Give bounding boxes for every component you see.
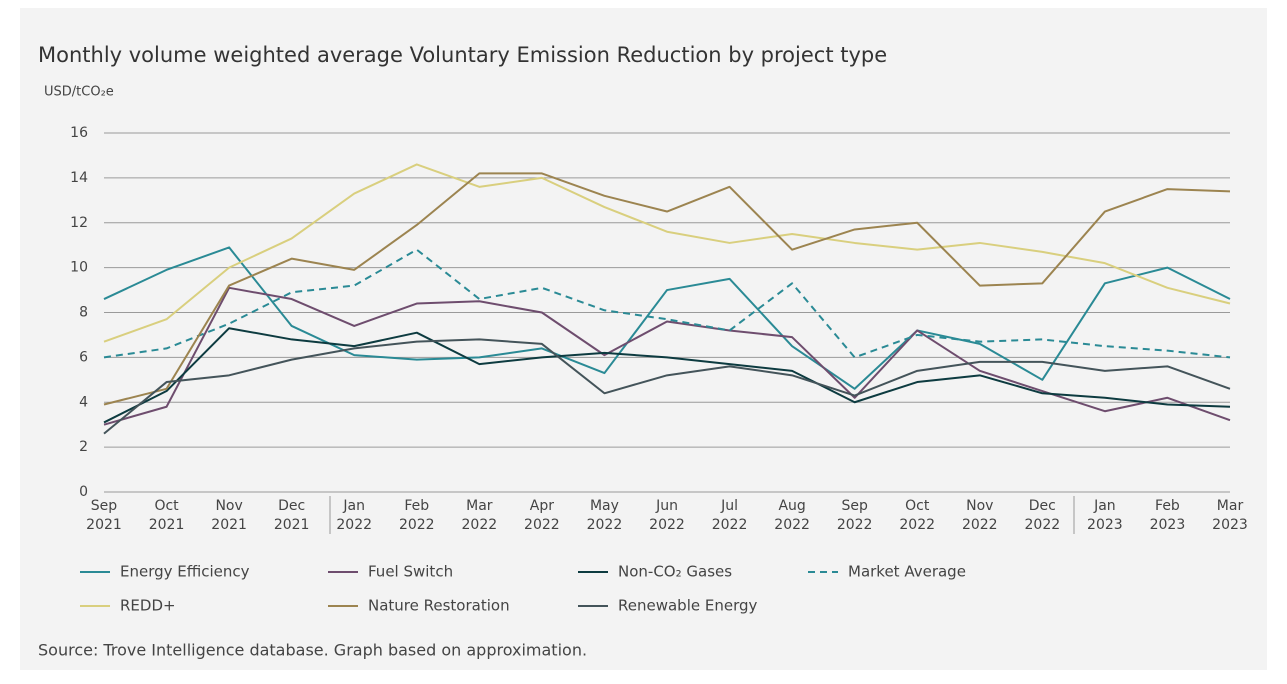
- legend-label: Renewable Energy: [618, 597, 757, 615]
- x-tick-label: Oct 2022: [899, 498, 936, 533]
- legend-label: Non-CO₂ Gases: [618, 563, 732, 581]
- x-tick-label: Jun 2022: [649, 498, 685, 533]
- x-tick-label: Dec 2021: [273, 498, 310, 533]
- legend-label: Nature Restoration: [368, 597, 510, 615]
- y-tick-label: 4: [79, 394, 88, 410]
- x-tick-label: May 2022: [586, 498, 623, 533]
- y-tick-label: 12: [70, 215, 88, 231]
- y-tick-label: 16: [70, 125, 88, 141]
- legend-label: REDD+: [120, 597, 176, 615]
- x-tick-label: Apr 2022: [524, 498, 560, 533]
- x-tick-label: Nov 2021: [211, 498, 247, 533]
- series-line: [103, 338, 1231, 435]
- x-tick-label: Jul 2022: [711, 498, 748, 533]
- x-tick-label: Mar 2023: [1212, 498, 1248, 533]
- x-tick-label: Dec 2022: [1024, 498, 1061, 533]
- x-tick-label: Aug 2022: [774, 498, 810, 533]
- legend-label: Fuel Switch: [368, 563, 453, 581]
- series-line: [103, 172, 1231, 406]
- series-line: [103, 163, 1231, 343]
- y-tick-label: 0: [79, 484, 88, 500]
- y-tick-label: 2: [79, 439, 88, 455]
- legend-label: Energy Efficiency: [120, 563, 250, 581]
- y-tick-label: 8: [79, 305, 88, 321]
- x-tick-label: Oct 2021: [148, 498, 185, 533]
- series-line: [103, 246, 1231, 390]
- y-tick-label: 6: [79, 349, 88, 365]
- x-tick-label: Mar 2022: [461, 498, 498, 533]
- legend-label: Market Average: [848, 563, 966, 581]
- x-tick-label: Feb 2023: [1149, 498, 1186, 533]
- source: Source: Trove Intelligence database. Gra…: [38, 641, 587, 660]
- chart-title: Monthly volume weighted average Voluntar…: [38, 43, 887, 67]
- x-tick-label: Feb 2022: [398, 498, 435, 533]
- y-axis-label: USD/tCO₂e: [44, 85, 114, 100]
- x-tick-label: Sep 2021: [86, 498, 122, 533]
- x-tick-label: Jan 2022: [336, 498, 373, 533]
- x-tick-label: Sep 2022: [836, 498, 873, 533]
- panel: [20, 8, 1267, 670]
- x-tick-label: Jan 2023: [1087, 498, 1123, 533]
- y-tick-label: 14: [70, 170, 88, 186]
- y-tick-label: 10: [70, 260, 88, 276]
- series-line: [103, 286, 1231, 426]
- series-line: [103, 327, 1231, 424]
- x-tick-label: Nov 2022: [961, 498, 998, 533]
